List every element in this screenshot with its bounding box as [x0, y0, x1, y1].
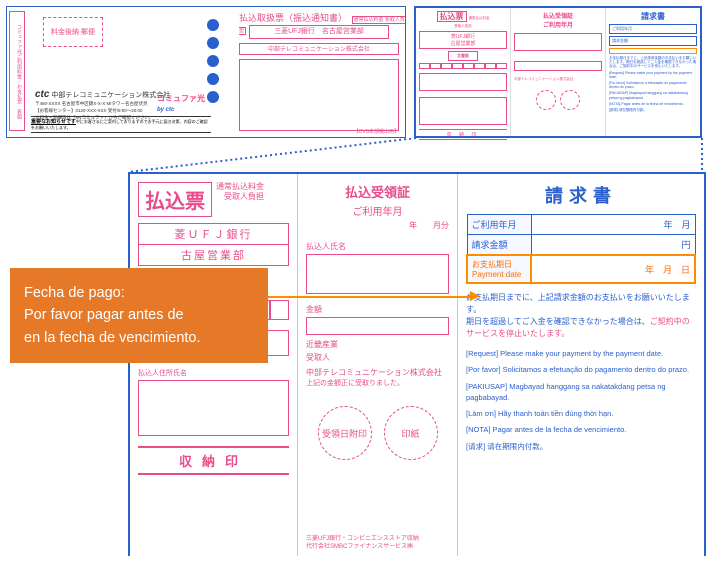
recipient-label: 受取人	[306, 352, 449, 363]
receipt-sub: ご利用年月	[306, 203, 449, 218]
syuno-header: 収納印	[138, 446, 289, 475]
slip-thumbnail: 払込票 通常払込料金 受取人負担 菱UFJ銀行 古屋営業部 文書扱 収 納 印 …	[414, 6, 702, 138]
important-notice: 重要なお知らせです中にお客さまにご案内しておりますのでお手元に届き次第、内容のご…	[31, 116, 211, 133]
enlarged-panel: 払込票 通常払込料金 受取人負担 菱ＵＦＪ銀行 古屋営業部 文書扱 払込人住所氏…	[128, 172, 706, 556]
thumb-col-1: 払込票 通常払込料金 受取人負担 菱UFJ銀行 古屋営業部 文書扱 収 納 印	[416, 8, 511, 136]
bank-line-1: 菱ＵＦＪ銀行	[138, 223, 289, 245]
callout-line-1: Fecha de pago:	[24, 282, 254, 304]
invoice-title: 請求書	[466, 182, 696, 208]
payer-name-label: 払込人氏名	[306, 241, 449, 252]
bank-name: 三菱UFJ銀行 名古屋営業部	[249, 25, 389, 39]
callout-line-2: Por favor pagar antes de	[24, 304, 254, 326]
payer-box	[138, 380, 289, 436]
postage-stamp-box: 料金後納 郵便	[43, 17, 103, 47]
thumb-col-2: 払込受領証 ご利用年月 中部テレコミュニケーション株式会社	[511, 8, 606, 136]
recipient-company: 中部テレコミュニケーション株式会社	[306, 367, 449, 378]
main-col-haraikomi: 払込票 通常払込料金 受取人負担 菱ＵＦＪ銀行 古屋営業部 文書扱 払込人住所氏…	[130, 174, 298, 556]
kinki-label: 近畿産業	[306, 339, 449, 350]
invoice-body: お支払期日までに、上記請求金額のお支払いをお願いいたします。 期日を超過してご入…	[466, 292, 696, 340]
callout-line-3: en la fecha de vencimiento.	[24, 327, 254, 349]
perforation-dots	[207, 19, 219, 103]
row-payment-date: お支払期日 Payment date 年 月 日	[467, 255, 695, 283]
receipt-ym: 年 月分	[306, 220, 449, 231]
bank-line-2: 古屋営業部	[138, 245, 289, 266]
callout-payment-date: Fecha de pago: Por favor pagar antes de …	[10, 268, 268, 363]
amount-label: 金額	[306, 304, 449, 315]
commufa-logo: コミュファ光by ctc	[157, 93, 205, 113]
callout-arrow-head	[470, 291, 480, 301]
stamp-row: 受領日附印 印紙	[306, 406, 449, 460]
cvs-label: 【CVS本部提出用】	[354, 128, 399, 135]
payer-name-box	[306, 254, 449, 294]
main-col-receipt: 払込受領証 ご利用年月 年 月分 払込人氏名 金額 近畿産業 受取人 中部テレコ…	[298, 174, 458, 556]
company-name: 中部テレコミュニケーション株式会社	[239, 43, 399, 55]
row-usage-month: ご利用年月 年 月	[467, 215, 695, 235]
multilang-requests: [Request] Please make your payment by th…	[466, 348, 696, 452]
vertical-label: コミュファ光ご利用料金／お支払票 表面	[9, 11, 25, 131]
amount-box	[306, 317, 449, 335]
form-grid	[239, 59, 399, 131]
receipt-note: 上記の金額正に受取りました。	[306, 378, 449, 388]
receipt-date-stamp: 受領日附印	[318, 406, 372, 460]
haraikomi-title: 払込票	[138, 182, 212, 217]
receipt-footer: 三菱UFJ銀行・コンビニエンスストア収納 代行会社SMBCファイナンスサービス㈱	[306, 536, 449, 552]
payer-label: 払込人住所氏名	[138, 368, 289, 378]
callout-arrow-line	[268, 296, 470, 298]
row-amount: 請求金額 円	[467, 235, 695, 256]
fee-note: 通常払込料金 受取人負担	[216, 182, 264, 203]
revenue-stamp: 印紙	[384, 406, 438, 460]
main-col-invoice: 請求書 ご利用年月 年 月 請求金額 円 お支払期日 Payment date …	[458, 174, 704, 556]
invoice-table: ご利用年月 年 月 請求金額 円 お支払期日 Payment date 年 月 …	[466, 214, 696, 284]
thumb-col-3: 請求書 ご利用年月 請求金額 お支払期日までに、上記請求金額のお支払いをお願いい…	[606, 8, 700, 136]
receipt-title: 払込受領証	[306, 182, 449, 201]
slip-envelope-front: コミュファ光ご利用料金／お支払票 表面 料金後納 郵便 払込取扱票（振込通知書）…	[6, 6, 406, 138]
